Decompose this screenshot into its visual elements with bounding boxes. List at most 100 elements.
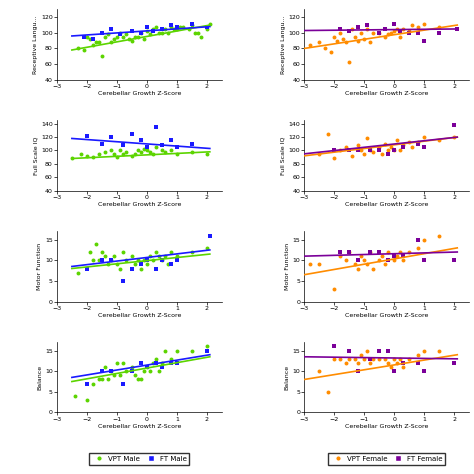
Point bbox=[420, 236, 428, 244]
Point bbox=[450, 121, 458, 129]
Point bbox=[155, 252, 163, 260]
Point bbox=[194, 29, 201, 36]
Point bbox=[110, 35, 118, 43]
Point bbox=[330, 343, 338, 350]
Point bbox=[387, 363, 395, 371]
Point bbox=[128, 363, 136, 371]
Point bbox=[158, 359, 165, 367]
Point bbox=[116, 146, 124, 154]
Point bbox=[337, 146, 344, 154]
Point bbox=[152, 248, 160, 256]
Point bbox=[161, 252, 169, 260]
Point bbox=[396, 33, 404, 41]
Point bbox=[420, 37, 428, 45]
Point bbox=[348, 152, 356, 160]
Point bbox=[337, 252, 344, 260]
Point bbox=[167, 146, 174, 154]
Point bbox=[89, 41, 97, 48]
Point bbox=[152, 123, 160, 131]
Point bbox=[391, 367, 398, 375]
Point bbox=[161, 148, 169, 155]
Point bbox=[131, 33, 139, 41]
Point bbox=[420, 256, 428, 264]
Point bbox=[128, 252, 136, 260]
Point bbox=[188, 21, 196, 29]
Point bbox=[346, 248, 353, 256]
Point bbox=[188, 140, 196, 147]
Point bbox=[158, 25, 165, 33]
Point bbox=[375, 256, 383, 264]
Point bbox=[101, 252, 109, 260]
Point bbox=[107, 256, 115, 264]
Point bbox=[414, 244, 422, 252]
Point bbox=[131, 150, 139, 158]
Point bbox=[149, 25, 156, 33]
Y-axis label: Motor Function: Motor Function bbox=[37, 243, 42, 290]
Point bbox=[119, 277, 127, 285]
Point bbox=[143, 256, 151, 264]
Point bbox=[131, 261, 139, 268]
Point bbox=[355, 146, 362, 154]
Y-axis label: Full Scale IQ: Full Scale IQ bbox=[33, 136, 38, 175]
Point bbox=[98, 140, 106, 147]
Point bbox=[101, 33, 109, 41]
Point bbox=[140, 256, 147, 264]
Point bbox=[405, 27, 413, 35]
Point bbox=[400, 256, 407, 264]
Point bbox=[158, 256, 165, 264]
X-axis label: Cerebellar Growth Z-Score: Cerebellar Growth Z-Score bbox=[345, 202, 428, 207]
Point bbox=[86, 35, 94, 43]
Point bbox=[203, 23, 210, 30]
Point bbox=[450, 133, 458, 141]
Point bbox=[355, 256, 362, 264]
Y-axis label: Balance: Balance bbox=[284, 365, 290, 390]
Point bbox=[370, 264, 377, 272]
Point bbox=[366, 248, 374, 256]
Point bbox=[113, 261, 121, 268]
X-axis label: Cerebellar Growth Z-Score: Cerebellar Growth Z-Score bbox=[98, 202, 181, 207]
Point bbox=[384, 248, 392, 256]
Point bbox=[396, 27, 404, 35]
X-axis label: Cerebellar Growth Z-Score: Cerebellar Growth Z-Score bbox=[345, 313, 428, 318]
Point bbox=[80, 46, 88, 54]
Point bbox=[364, 261, 371, 268]
Point bbox=[375, 347, 383, 355]
Point bbox=[420, 20, 428, 27]
Point bbox=[414, 351, 422, 358]
X-axis label: Cerebellar Growth Z-Score: Cerebellar Growth Z-Score bbox=[345, 424, 428, 428]
Point bbox=[89, 380, 97, 387]
Point bbox=[370, 355, 377, 363]
Point bbox=[116, 264, 124, 272]
Point bbox=[137, 359, 145, 367]
Point bbox=[119, 150, 127, 158]
Point bbox=[409, 21, 416, 29]
Point bbox=[188, 248, 196, 256]
Point bbox=[337, 248, 344, 256]
Point bbox=[167, 355, 174, 363]
Point bbox=[191, 29, 199, 36]
Point bbox=[316, 261, 323, 268]
Point bbox=[346, 248, 353, 256]
Point bbox=[128, 27, 136, 35]
Point bbox=[396, 355, 404, 363]
Point bbox=[137, 148, 145, 155]
Point bbox=[328, 48, 335, 56]
Point bbox=[316, 150, 323, 158]
Point bbox=[74, 45, 82, 52]
Point bbox=[379, 252, 386, 260]
Point bbox=[173, 347, 181, 355]
Point bbox=[173, 25, 181, 33]
Point bbox=[330, 285, 338, 293]
Point bbox=[140, 367, 147, 375]
Point bbox=[396, 248, 404, 256]
Point bbox=[137, 137, 145, 144]
Point bbox=[400, 25, 407, 33]
Point bbox=[384, 256, 392, 264]
Point bbox=[414, 140, 422, 147]
Point bbox=[370, 29, 377, 36]
Point bbox=[149, 359, 156, 367]
Point bbox=[330, 33, 338, 41]
Point bbox=[137, 376, 145, 383]
Point bbox=[107, 146, 115, 154]
Point bbox=[95, 376, 103, 383]
